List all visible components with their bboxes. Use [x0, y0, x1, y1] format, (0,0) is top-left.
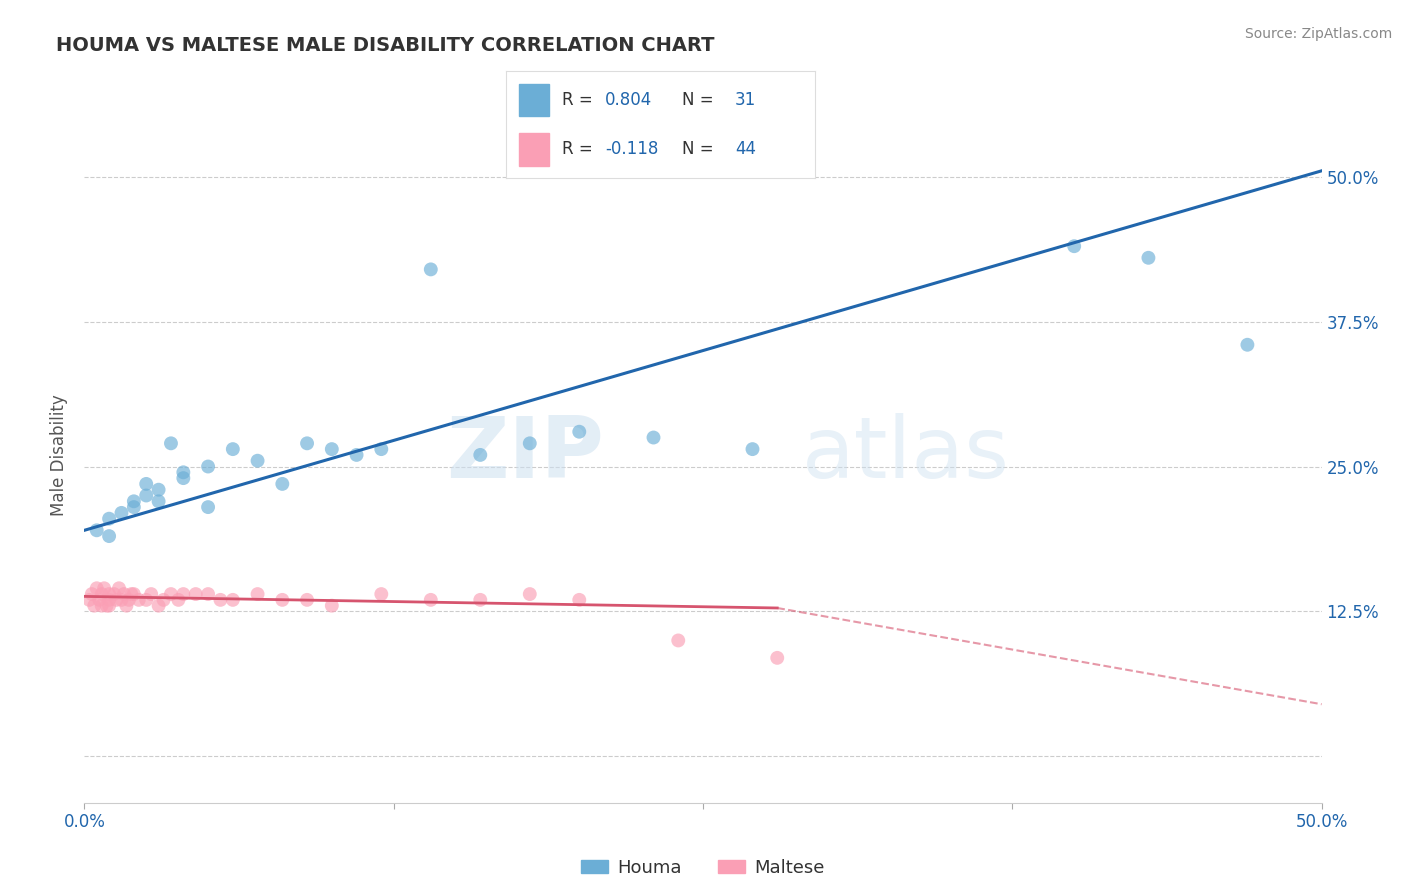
Point: [122, 587, 145, 601]
Point: [1137, 251, 1160, 265]
Bar: [519, 134, 550, 166]
Text: Source: ZipAtlas.com: Source: ZipAtlas.com: [1244, 27, 1392, 41]
Point: [98, 529, 121, 543]
Point: [86, 582, 108, 596]
Point: [295, 592, 318, 607]
Point: [135, 592, 157, 607]
Point: [222, 592, 245, 607]
Text: HOUMA VS MALTESE MALE DISABILITY CORRELATION CHART: HOUMA VS MALTESE MALE DISABILITY CORRELA…: [56, 36, 714, 54]
Point: [89, 592, 111, 607]
Text: 31: 31: [735, 91, 756, 109]
Point: [172, 471, 194, 485]
Point: [519, 587, 541, 601]
Text: 44: 44: [735, 141, 756, 159]
Point: [167, 592, 190, 607]
Text: N =: N =: [682, 141, 720, 159]
Point: [271, 592, 294, 607]
Point: [666, 633, 689, 648]
Point: [172, 466, 194, 480]
Point: [141, 587, 163, 601]
Point: [83, 599, 105, 613]
Point: [295, 436, 318, 450]
Point: [519, 436, 541, 450]
Point: [1063, 239, 1085, 253]
Point: [115, 599, 138, 613]
Point: [209, 592, 232, 607]
Point: [370, 442, 392, 457]
Point: [766, 651, 789, 665]
Point: [160, 436, 183, 450]
Point: [103, 587, 125, 601]
Point: [197, 459, 219, 474]
Text: -0.118: -0.118: [605, 141, 658, 159]
Point: [470, 448, 492, 462]
Bar: [519, 84, 550, 116]
Point: [93, 582, 115, 596]
Point: [148, 483, 170, 497]
Point: [90, 587, 112, 601]
Point: [184, 587, 207, 601]
Point: [90, 599, 112, 613]
Point: [741, 442, 763, 457]
Text: N =: N =: [682, 91, 720, 109]
Point: [148, 494, 170, 508]
Text: R =: R =: [562, 91, 598, 109]
Point: [197, 587, 219, 601]
Point: [98, 512, 121, 526]
Point: [419, 592, 441, 607]
Point: [118, 592, 141, 607]
Point: [152, 592, 174, 607]
Point: [122, 500, 145, 514]
Point: [135, 489, 157, 503]
Point: [135, 476, 157, 491]
Point: [346, 448, 368, 462]
Point: [222, 442, 245, 457]
Point: [110, 592, 132, 607]
Point: [321, 599, 343, 613]
Point: [271, 476, 294, 491]
Text: 0.804: 0.804: [605, 91, 652, 109]
Point: [80, 587, 103, 601]
Point: [79, 592, 101, 607]
Point: [128, 592, 150, 607]
Point: [470, 592, 492, 607]
Point: [160, 587, 183, 601]
Point: [96, 599, 118, 613]
Text: atlas: atlas: [801, 413, 1010, 497]
Point: [108, 582, 131, 596]
Text: R =: R =: [562, 141, 598, 159]
Point: [246, 453, 269, 467]
Point: [120, 587, 142, 601]
Point: [110, 506, 132, 520]
Point: [105, 592, 128, 607]
Point: [370, 587, 392, 601]
Point: [197, 500, 219, 514]
Point: [86, 523, 108, 537]
Point: [98, 587, 121, 601]
Point: [321, 442, 343, 457]
Point: [1236, 338, 1258, 352]
Point: [172, 587, 194, 601]
Text: ZIP: ZIP: [446, 413, 605, 497]
Point: [419, 262, 441, 277]
Point: [112, 587, 135, 601]
Y-axis label: Male Disability: Male Disability: [51, 394, 69, 516]
Point: [568, 425, 591, 439]
Point: [148, 599, 170, 613]
Point: [568, 592, 591, 607]
Point: [246, 587, 269, 601]
Point: [643, 431, 665, 445]
Point: [98, 592, 121, 607]
Point: [98, 599, 121, 613]
Legend: Houma, Maltese: Houma, Maltese: [574, 852, 832, 884]
Point: [122, 494, 145, 508]
